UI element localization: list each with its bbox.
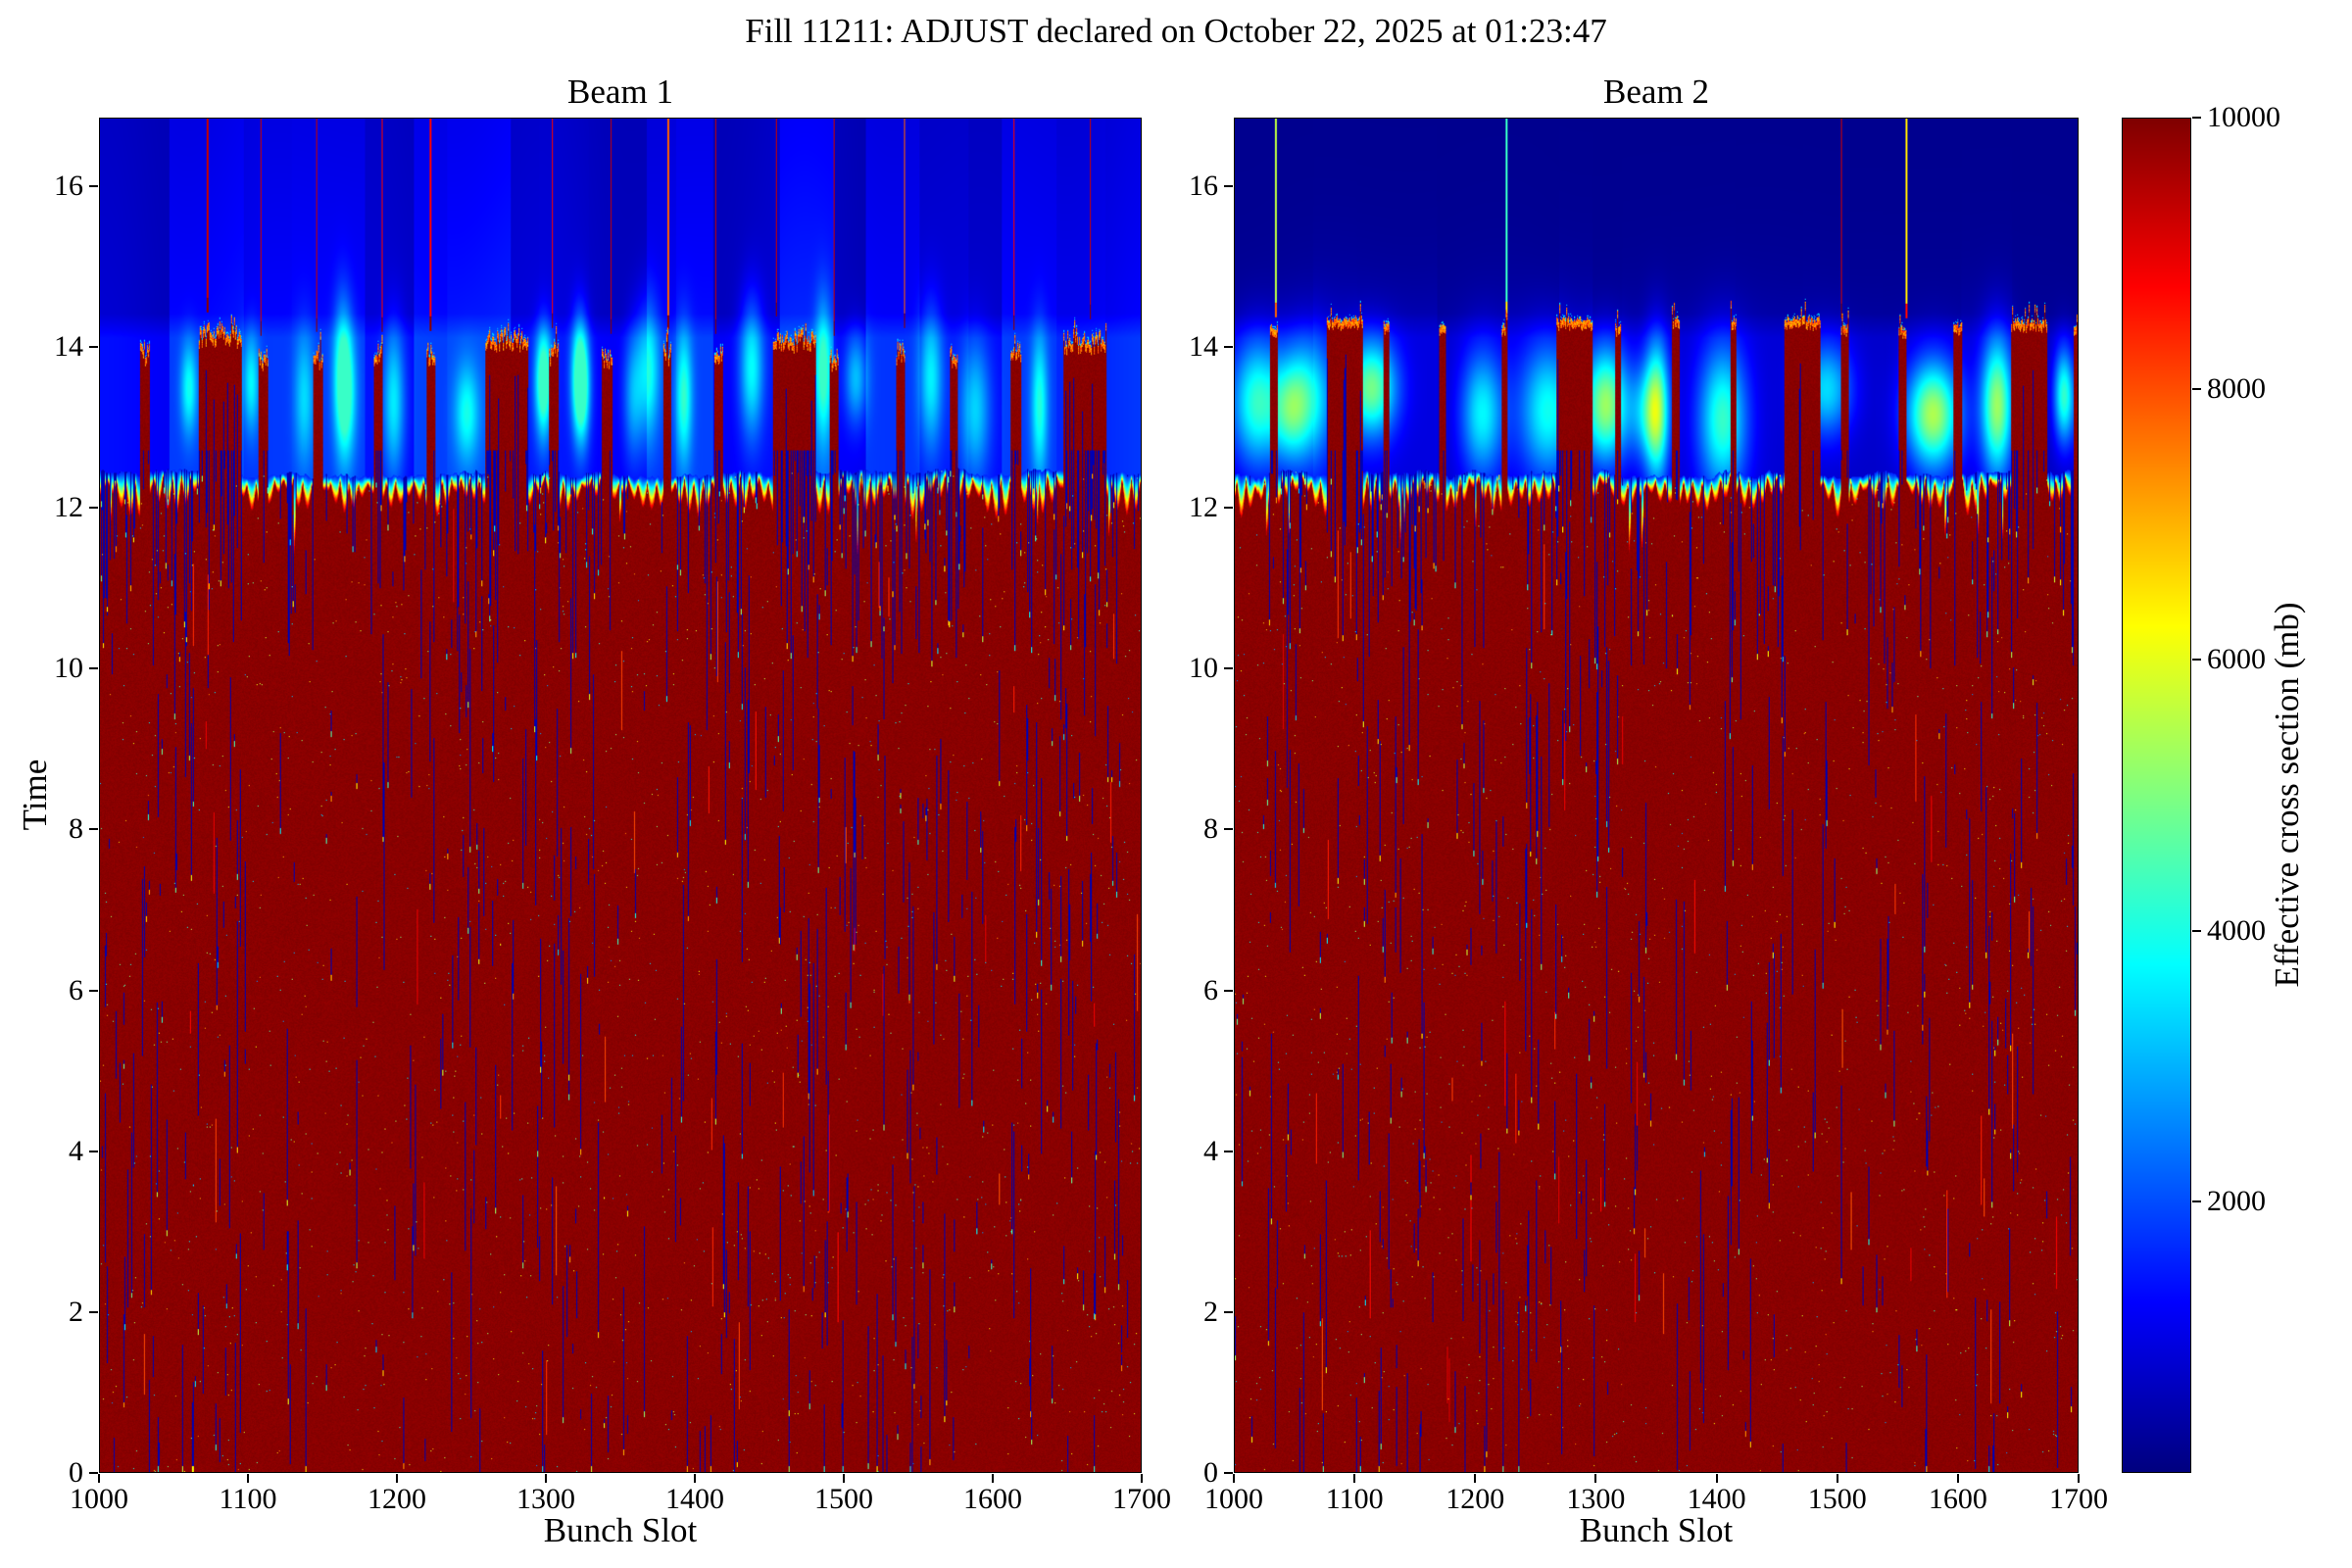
beam1-x-tick-label-1200: 1200: [368, 1483, 426, 1515]
colorbar-tick-label-2000: 2000: [2207, 1185, 2266, 1218]
beam1-y-tick-label-8: 8: [69, 812, 83, 846]
beam1-y-tick: [89, 507, 98, 510]
beam2-x-tick-label-1500: 1500: [1807, 1483, 1867, 1515]
colorbar-tick: [2192, 929, 2201, 932]
beam1-x-tick-label-1700: 1700: [1112, 1483, 1171, 1515]
colorbar-tick-label-10000: 10000: [2207, 101, 2280, 133]
beam2-x-tick-label-1600: 1600: [1928, 1483, 1987, 1515]
beam1-x-tick: [843, 1474, 845, 1483]
beam1-y-tick: [89, 989, 98, 992]
beam1-y-tick-label-14: 14: [54, 329, 83, 363]
beam2-y-tick-label-10: 10: [1189, 652, 1218, 685]
beam1-y-tick: [89, 1472, 98, 1474]
beam1-y-tick-label-12: 12: [54, 491, 83, 524]
beam1-x-tick: [694, 1474, 696, 1483]
beam2-y-tick-label-4: 4: [1203, 1134, 1218, 1167]
beam1-xlabel: Bunch Slot: [543, 1511, 698, 1549]
beam2-x-tick: [1233, 1474, 1235, 1483]
colorbar-tick: [2192, 659, 2201, 662]
beam1-y-tick-label-4: 4: [69, 1134, 83, 1167]
beam1-x-tick: [396, 1474, 398, 1483]
beam2-y-tick: [1224, 828, 1233, 831]
beam2-x-tick: [1594, 1474, 1597, 1483]
beam2-y-tick-label-2: 2: [1203, 1295, 1218, 1328]
beam2-x-tick: [2078, 1474, 2080, 1483]
beam2-x-tick-label-1000: 1000: [1204, 1483, 1263, 1515]
beam2-y-tick-label-12: 12: [1189, 491, 1218, 524]
colorbar-label: Effective cross section (mb): [2268, 602, 2306, 988]
colorbar-tick: [2192, 387, 2201, 390]
beam1-x-tick-label-1600: 1600: [963, 1483, 1022, 1515]
beam1-y-tick-label-10: 10: [54, 652, 83, 685]
beam2-y-tick: [1224, 667, 1233, 670]
beam2-heatmap-canvas: [1235, 119, 2078, 1472]
beam2-y-tick-label-8: 8: [1203, 812, 1218, 846]
colorbar-gradient: [2123, 119, 2190, 1472]
beam2-x-tick: [1715, 1474, 1718, 1483]
beam2-xlabel: Bunch Slot: [1579, 1511, 1734, 1549]
beam2-x-tick-label-1300: 1300: [1566, 1483, 1626, 1515]
beam1-x-tick: [98, 1474, 100, 1483]
beam2-x-tick-label-1200: 1200: [1446, 1483, 1505, 1515]
beam1-y-tick-label-2: 2: [69, 1295, 83, 1328]
beam1-x-tick: [992, 1474, 994, 1483]
beam1-y-tick: [89, 828, 98, 831]
beam1-x-tick-label-1000: 1000: [70, 1483, 128, 1515]
colorbar-tick-label-4000: 4000: [2207, 913, 2266, 947]
beam2-y-tick-label-16: 16: [1189, 169, 1218, 202]
beam1-x-tick-label-1400: 1400: [665, 1483, 724, 1515]
beam2-x-tick-label-1700: 1700: [2049, 1483, 2108, 1515]
colorbar: [2122, 118, 2191, 1473]
beam2-title: Beam 2: [1603, 73, 1709, 111]
beam2-y-tick: [1224, 345, 1233, 348]
beam2-axes: [1234, 118, 2079, 1473]
colorbar-tick-label-6000: 6000: [2207, 643, 2266, 676]
beam2-x-tick-label-1100: 1100: [1325, 1483, 1384, 1515]
beam2-y-tick-label-6: 6: [1203, 973, 1218, 1006]
beam2-y-tick: [1224, 989, 1233, 992]
beam2-y-tick: [1224, 507, 1233, 510]
figure-title: Fill 11211: ADJUST declared on October 2…: [745, 12, 1607, 50]
beam1-y-tick: [89, 1310, 98, 1313]
beam2-y-tick-label-0: 0: [1203, 1456, 1218, 1489]
beam2-x-tick: [1353, 1474, 1356, 1483]
beam1-title: Beam 1: [567, 73, 673, 111]
beam2-y-tick: [1224, 1472, 1233, 1474]
beam2-y-tick: [1224, 184, 1233, 187]
beam1-y-tick-label-6: 6: [69, 973, 83, 1006]
beam1-y-tick-label-16: 16: [54, 169, 83, 202]
colorbar-tick: [2192, 1200, 2201, 1203]
beam1-y-tick: [89, 1150, 98, 1152]
beam2-x-tick-label-1400: 1400: [1687, 1483, 1746, 1515]
beam2-x-tick: [1474, 1474, 1477, 1483]
beam2-y-tick: [1224, 1150, 1233, 1152]
beam1-x-tick: [1141, 1474, 1143, 1483]
beam1-y-tick: [89, 345, 98, 348]
beam1-x-tick-label-1500: 1500: [814, 1483, 873, 1515]
beam2-y-tick-label-14: 14: [1189, 329, 1218, 363]
beam2-x-tick: [1836, 1474, 1838, 1483]
beam1-y-tick: [89, 184, 98, 187]
colorbar-tick: [2192, 117, 2201, 119]
colorbar-tick-label-8000: 8000: [2207, 371, 2266, 405]
beam1-heatmap-canvas: [100, 119, 1141, 1472]
beam1-x-tick-label-1300: 1300: [516, 1483, 575, 1515]
beam1-y-tick: [89, 667, 98, 670]
beam2-x-tick: [1956, 1474, 1959, 1483]
beam1-x-tick: [545, 1474, 547, 1483]
beam1-y-tick-label-0: 0: [69, 1456, 83, 1489]
beam1-x-tick-label-1100: 1100: [219, 1483, 277, 1515]
beam1-x-tick: [247, 1474, 249, 1483]
beam2-y-tick: [1224, 1310, 1233, 1313]
beam1-axes: [99, 118, 1142, 1473]
